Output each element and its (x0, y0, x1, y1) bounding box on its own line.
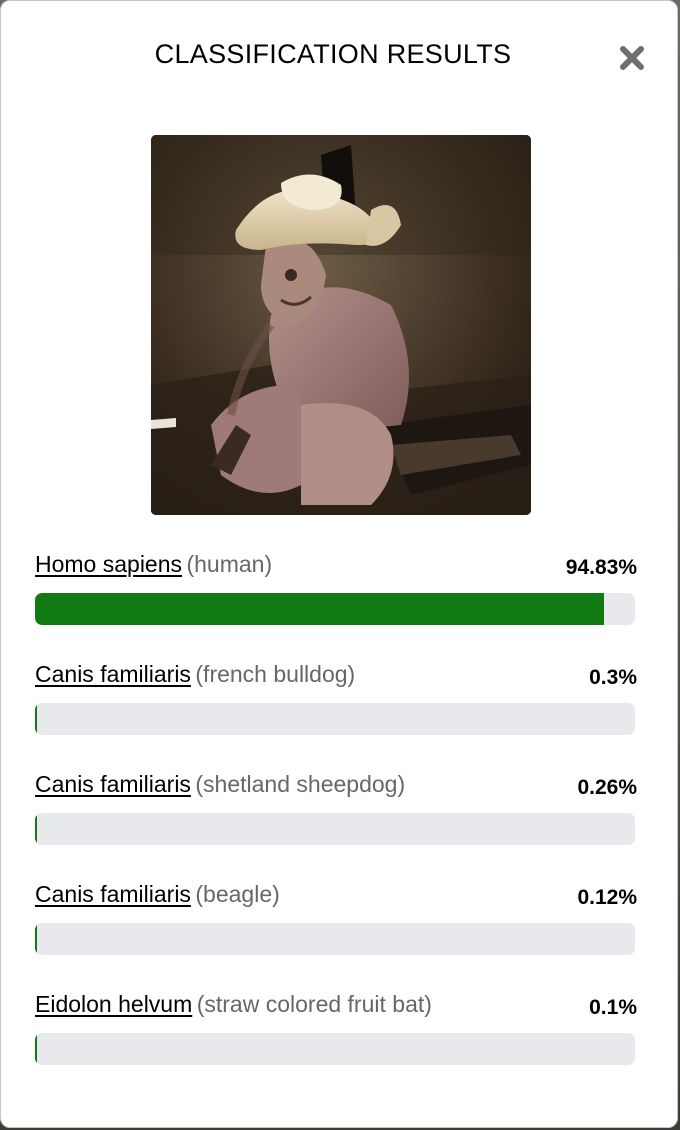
result-item-2: Canis familiaris (french bulldog) 0.3% (35, 657, 637, 767)
confidence-percent: 0.1% (589, 996, 637, 1019)
close-icon (620, 46, 644, 70)
species-link[interactable]: Canis familiaris (35, 881, 191, 907)
common-name: (human) (186, 551, 273, 577)
result-label: Eidolon helvum (straw colored fruit bat) (35, 991, 432, 1018)
results-list: Homo sapiens (human) 94.83% Canis famili… (35, 547, 637, 1097)
modal-title: CLASSIFICATION RESULTS (154, 39, 512, 69)
common-name: (beagle) (195, 881, 280, 907)
confidence-bar-fill (35, 703, 37, 735)
confidence-bar-track (35, 923, 635, 955)
result-item-4: Canis familiaris (beagle) 0.12% (35, 877, 637, 987)
result-label: Canis familiaris (shetland sheepdog) (35, 771, 405, 798)
species-link[interactable]: Canis familiaris (35, 771, 191, 797)
result-label: Canis familiaris (french bulldog) (35, 661, 355, 688)
common-name: (shetland sheepdog) (195, 771, 406, 797)
close-button[interactable] (615, 41, 649, 75)
confidence-bar-track (35, 703, 635, 735)
common-name: (french bulldog) (195, 661, 356, 687)
result-header: Eidolon helvum (straw colored fruit bat)… (35, 987, 637, 1027)
confidence-bar-track (35, 593, 635, 625)
classified-image (151, 135, 531, 515)
result-header: Canis familiaris (beagle) 0.12% (35, 877, 637, 917)
confidence-bar-track (35, 813, 635, 845)
result-label: Homo sapiens (human) (35, 551, 272, 578)
confidence-percent: 94.83% (565, 556, 637, 579)
species-link[interactable]: Homo sapiens (35, 551, 183, 577)
confidence-bar-fill (35, 923, 37, 955)
result-header: Canis familiaris (french bulldog) 0.3% (35, 657, 637, 697)
species-link[interactable]: Canis familiaris (35, 661, 191, 687)
result-item-3: Canis familiaris (shetland sheepdog) 0.2… (35, 767, 637, 877)
result-item-5: Eidolon helvum (straw colored fruit bat)… (35, 987, 637, 1097)
confidence-percent: 0.12% (577, 886, 637, 909)
confidence-bar-fill (35, 593, 604, 625)
result-item-1: Homo sapiens (human) 94.83% (35, 547, 637, 657)
confidence-bar-fill (35, 1033, 37, 1065)
common-name: (straw colored fruit bat) (196, 991, 432, 1017)
confidence-bar-fill (35, 813, 37, 845)
confidence-percent: 0.3% (589, 666, 637, 689)
confidence-bar-track (35, 1033, 635, 1065)
result-label: Canis familiaris (beagle) (35, 881, 280, 908)
species-link[interactable]: Eidolon helvum (35, 991, 193, 1017)
result-header: Homo sapiens (human) 94.83% (35, 547, 637, 587)
confidence-percent: 0.26% (577, 776, 637, 799)
result-header: Canis familiaris (shetland sheepdog) 0.2… (35, 767, 637, 807)
